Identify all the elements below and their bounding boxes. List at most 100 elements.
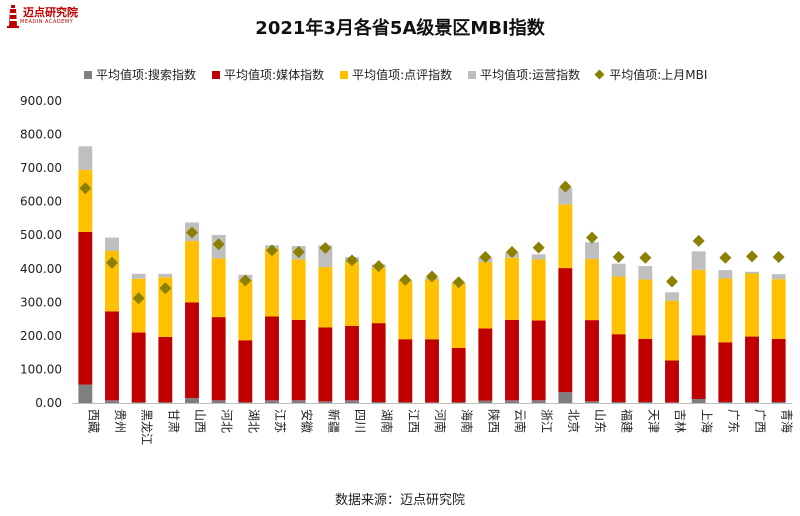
- marker-last-mbi: [586, 231, 598, 244]
- legend-label-media: 平均值项:媒体指数: [224, 68, 325, 82]
- legend-item-review: 平均值项:点评指数: [340, 66, 452, 83]
- bar-search: [398, 402, 413, 403]
- marker-last-mbi: [372, 260, 385, 273]
- bar-media: [691, 335, 706, 399]
- marker-last-mbi: [239, 274, 252, 287]
- bar-search: [611, 401, 626, 403]
- bar-search: [478, 400, 493, 403]
- legend-item-search: 平均值项:搜索指数: [84, 66, 196, 83]
- bar-review: [425, 279, 439, 340]
- bar-search: [238, 402, 253, 403]
- x-tick-label: 海南: [460, 409, 475, 433]
- marker-last-mbi: [559, 180, 572, 193]
- marker-last-mbi: [426, 270, 438, 283]
- marker-last-mbi: [79, 182, 92, 195]
- bar-media: [345, 325, 359, 401]
- bar-review: [478, 262, 493, 329]
- legend-swatch-media: [212, 70, 221, 79]
- marker-last-mbi: [532, 241, 545, 254]
- lighthouse-logo-icon: [7, 5, 19, 28]
- bar-search: [425, 402, 439, 403]
- bar-review: [291, 259, 306, 320]
- legend-item-last: 平均值项:上月MBI: [594, 66, 707, 83]
- bar-review: [318, 267, 333, 328]
- bar-search: [371, 401, 386, 403]
- bar-review: [611, 276, 626, 335]
- bar-ops: [131, 273, 146, 279]
- marker-last-mbi: [292, 246, 305, 258]
- bar-ops: [78, 146, 93, 170]
- bar-media: [505, 319, 519, 401]
- bar-ops: [158, 273, 173, 278]
- marker-last-mbi: [506, 246, 518, 258]
- bar-search: [158, 402, 173, 403]
- x-tick-label: 四川: [353, 409, 367, 433]
- marker-last-mbi: [399, 273, 412, 286]
- logo: 迈点研究院 MEADIN ACADEMY: [6, 4, 78, 28]
- bar-search: [771, 401, 786, 403]
- legend-label-review: 平均值项:点评指数: [352, 68, 453, 82]
- x-tick-label: 新疆: [326, 409, 341, 433]
- x-tick-label: 青海: [780, 409, 795, 433]
- legend-swatch-search: [84, 70, 92, 79]
- bar-search: [638, 401, 653, 403]
- bar-media: [611, 334, 626, 402]
- marker-last-mbi: [639, 251, 652, 264]
- x-tick-label: 江苏: [273, 409, 287, 433]
- bar-media: [665, 360, 679, 403]
- marker-last-mbi: [692, 234, 705, 247]
- y-tick-label: 300.00: [20, 295, 62, 309]
- bar-review: [238, 279, 253, 341]
- x-tick-label: 河南: [433, 409, 448, 433]
- y-tick-label: 100.00: [20, 362, 62, 376]
- bar-search: [745, 401, 759, 403]
- marker-last-mbi: [346, 254, 358, 267]
- x-tick-label: 河北: [220, 409, 234, 433]
- chart-title: 2021年3月各省5A级景区MBI指数: [255, 18, 545, 39]
- bar-ops: [665, 292, 679, 301]
- bar-media: [638, 338, 653, 402]
- x-tick-label: 北京: [566, 409, 580, 433]
- bar-review: [131, 278, 146, 333]
- marker-last-mbi: [106, 256, 118, 269]
- legend-swatch-ops: [468, 70, 477, 79]
- bar-ops: [611, 263, 626, 277]
- x-tick-label: 山西: [193, 409, 207, 433]
- bar-search: [78, 384, 93, 403]
- y-tick-label: 600.00: [20, 195, 62, 209]
- bar-ops: [585, 242, 599, 260]
- x-tick-label: 湖南: [380, 409, 395, 433]
- bar-ops: [691, 251, 706, 270]
- bar-media: [398, 339, 413, 403]
- x-tick-label: 浙江: [540, 409, 554, 433]
- bar-review: [665, 300, 679, 361]
- bar-media: [78, 231, 93, 385]
- bar-review: [531, 259, 546, 321]
- bar-ops: [558, 187, 573, 205]
- legend-label-ops: 平均值项:运营指数: [480, 68, 581, 82]
- marker-last-mbi: [452, 276, 465, 289]
- marker-last-mbi: [212, 238, 225, 251]
- bar-media: [718, 342, 733, 402]
- bar-media: [478, 328, 493, 401]
- y-tick-label: 200.00: [20, 329, 62, 343]
- bar-media: [265, 316, 279, 401]
- bar-search: [211, 400, 226, 403]
- x-tick-label: 福建: [620, 409, 635, 433]
- marker-last-mbi: [132, 292, 145, 305]
- bar-review: [771, 279, 786, 339]
- bar-review: [745, 273, 759, 337]
- bar-search: [558, 392, 573, 403]
- bar-review: [265, 248, 279, 317]
- bar-review: [451, 283, 466, 348]
- bar-review: [398, 281, 413, 340]
- bar-review: [585, 259, 599, 321]
- bar-media: [211, 317, 226, 401]
- bar-search: [665, 402, 679, 403]
- x-tick-label: 西藏: [86, 409, 100, 433]
- bar-media: [371, 323, 386, 402]
- x-tick-label: 黑龙江: [140, 409, 154, 445]
- bar-ops: [718, 270, 733, 279]
- bar-ops: [105, 237, 119, 251]
